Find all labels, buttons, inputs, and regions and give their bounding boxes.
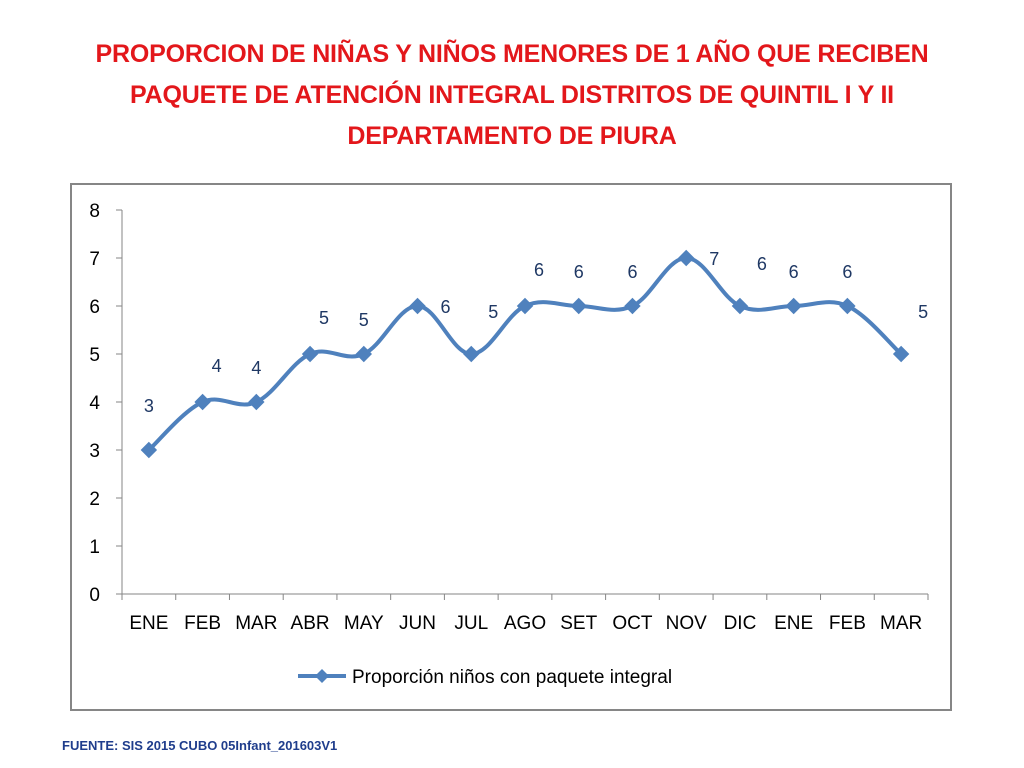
y-tick-label: 6 <box>89 297 100 318</box>
data-label: 4 <box>251 358 261 378</box>
chart-canvas: 0 1 2 3 4 5 6 7 8 ENE FEB MAR ABR MAY JUN JUL AGO SET OCT N… <box>89 201 929 688</box>
y-tick-label: 0 <box>89 585 100 606</box>
data-point-marker <box>677 249 695 267</box>
y-tick-label: 3 <box>89 441 100 462</box>
data-label: 6 <box>534 260 544 280</box>
data-point-marker <box>570 297 587 315</box>
x-tick-label: AGO <box>504 613 546 634</box>
legend-label: Proporción niños con paquete integral <box>352 667 672 688</box>
data-point-marker <box>194 393 211 411</box>
x-tick-label: SET <box>560 613 597 634</box>
data-label: 5 <box>918 302 928 322</box>
x-tick-label: FEB <box>184 613 221 634</box>
x-tick-label: ABR <box>291 613 330 634</box>
data-label: 5 <box>319 308 329 328</box>
x-tick-label: FEB <box>829 613 866 634</box>
series-line <box>146 256 904 452</box>
data-point-marker <box>140 441 158 459</box>
x-tick-label: ENE <box>129 613 168 634</box>
data-point-marker <box>463 345 480 363</box>
y-tick-label: 8 <box>89 201 100 222</box>
slide-title: PROPORCION DE NIÑAS Y NIÑOS MENORES DE 1… <box>95 40 929 150</box>
x-tick-label: ENE <box>774 613 813 634</box>
data-label: 7 <box>709 249 719 269</box>
data-point-marker <box>839 297 856 315</box>
y-tick-label: 4 <box>89 393 100 414</box>
x-tick-label: JUN <box>399 613 436 634</box>
data-label: 6 <box>441 297 451 317</box>
x-tick-label: OCT <box>612 613 653 634</box>
data-point-marker <box>248 393 265 411</box>
data-point-marker <box>624 297 641 315</box>
data-label: 5 <box>488 302 498 322</box>
line-chart: 0 1 2 3 4 5 6 7 8 ENE FEB MAR ABR MAY JUN JUL AGO SET OCT N… <box>70 183 952 711</box>
y-tick-label: 5 <box>89 345 100 366</box>
data-label: 6 <box>757 254 767 274</box>
data-label: 6 <box>842 262 852 282</box>
data-point-marker <box>731 297 749 315</box>
data-label: 6 <box>627 262 637 282</box>
x-tick-label: JUL <box>454 613 488 634</box>
data-point-marker <box>892 345 910 363</box>
x-tick-label: MAY <box>344 613 384 634</box>
data-label: 3 <box>144 396 154 416</box>
y-tick-label: 2 <box>89 489 100 510</box>
data-point-marker <box>301 345 319 363</box>
legend-marker-swatch <box>315 669 329 683</box>
data-point-marker <box>785 297 802 315</box>
x-tick-label: NOV <box>666 613 708 634</box>
data-point-marker <box>409 297 426 315</box>
data-label: 6 <box>574 262 584 282</box>
x-tick-label: DIC <box>724 613 757 634</box>
x-tick-label: MAR <box>880 613 922 634</box>
data-label: 4 <box>212 356 222 376</box>
data-point-marker <box>516 297 534 315</box>
x-tick-label: MAR <box>235 613 277 634</box>
y-tick-label: 1 <box>89 537 100 558</box>
y-tick-label: 7 <box>89 249 100 270</box>
data-label: 6 <box>789 262 799 282</box>
source-note: FUENTE: SIS 2015 CUBO 05Infant_201603V1 <box>62 738 338 753</box>
data-point-marker <box>355 345 373 363</box>
data-label: 5 <box>359 310 369 330</box>
